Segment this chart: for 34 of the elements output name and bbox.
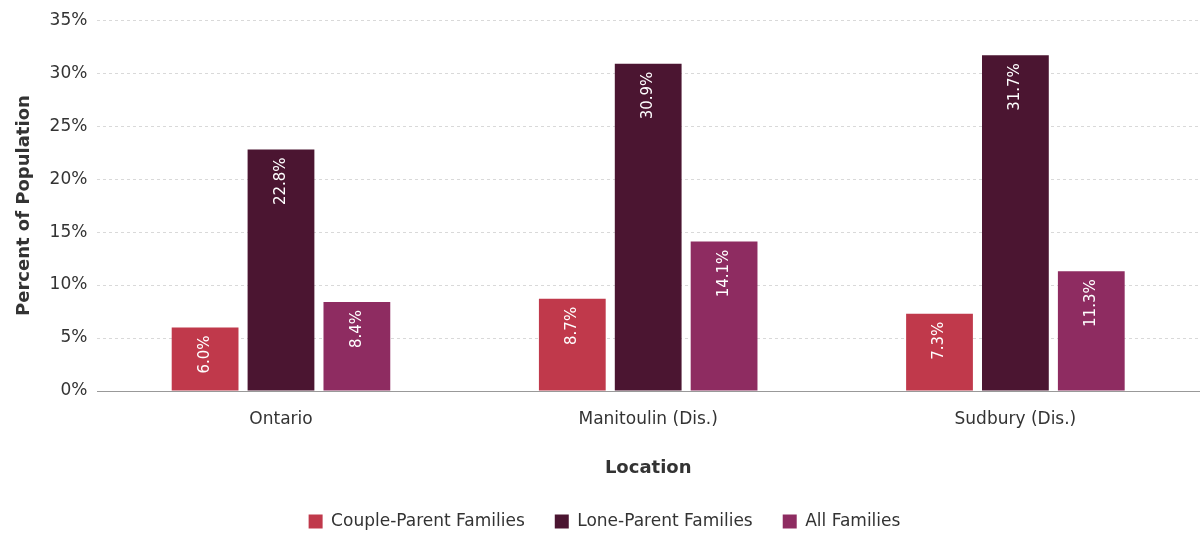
x-tick-label: Ontario xyxy=(249,407,313,428)
data-label: 11.3% xyxy=(1081,279,1100,327)
bar xyxy=(247,149,315,391)
y-tick-label: 25% xyxy=(49,114,88,135)
data-label: 8.7% xyxy=(562,306,581,345)
data-label: 30.9% xyxy=(638,71,657,120)
data-label: 8.4% xyxy=(346,310,365,349)
y-tick-label: 0% xyxy=(60,379,88,400)
bar xyxy=(906,313,973,391)
y-tick-label: 35% xyxy=(49,8,88,29)
bar xyxy=(1057,271,1125,391)
x-tick-label: Sudbury (Dis.) xyxy=(954,407,1077,428)
bar xyxy=(323,302,391,391)
y-axis-title: Percent of Population xyxy=(12,95,34,317)
bar xyxy=(614,63,682,391)
bar xyxy=(538,298,606,391)
data-label: 6.0% xyxy=(194,335,213,374)
x-tick-label: Manitoulin (Dis.) xyxy=(578,407,718,428)
y-tick-label: 30% xyxy=(49,61,88,82)
x-axis-title: Location xyxy=(604,455,692,477)
legend-label: Lone-Parent Families xyxy=(577,509,753,530)
bar xyxy=(171,327,239,391)
legend-label: Couple-Parent Families xyxy=(331,509,525,530)
data-label: 31.7% xyxy=(1005,63,1024,111)
y-tick-label: 15% xyxy=(49,220,88,241)
y-tick-label: 20% xyxy=(49,167,88,188)
bar xyxy=(690,241,758,391)
y-tick-label: 5% xyxy=(60,326,88,347)
y-tick-label: 10% xyxy=(49,273,88,294)
data-label: 14.1% xyxy=(713,249,732,298)
bar xyxy=(982,55,1049,391)
data-label: 22.8% xyxy=(270,157,289,206)
data-label: 7.3% xyxy=(929,321,948,360)
legend-label: All Families xyxy=(805,509,901,530)
